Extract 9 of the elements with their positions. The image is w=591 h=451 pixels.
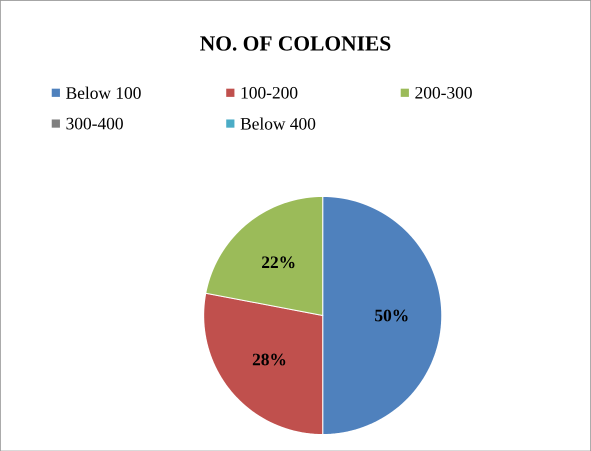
legend-label: Below 100 [66, 86, 141, 99]
legend-label: 100-200 [242, 86, 298, 98]
data-label: 50% [375, 309, 408, 322]
data-label: 22% [262, 256, 294, 268]
chart-title: NO. OF COLONIES [200, 36, 390, 51]
legend-label: 300-400 [66, 118, 123, 130]
legend-label: 200-300 [415, 86, 472, 98]
legend-label: Below 400 [240, 117, 316, 130]
data-label: 28% [252, 353, 286, 366]
